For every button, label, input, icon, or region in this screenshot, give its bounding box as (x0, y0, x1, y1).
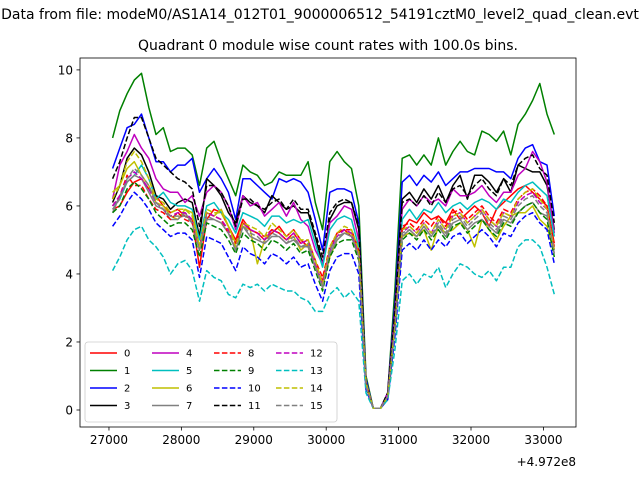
legend-label-5: 5 (186, 366, 192, 377)
legend-label-3: 3 (124, 401, 130, 412)
series-line-5 (112, 164, 556, 410)
legend-label-1: 1 (124, 366, 130, 377)
series-line-14 (111, 150, 556, 410)
x-axis: 27000 28000 29000 30000 31000 32000 33000 (90, 427, 563, 447)
series-line-13 (111, 225, 556, 410)
x-tick-label: 27000 (90, 433, 128, 447)
series-line-3 (111, 147, 556, 410)
y-tick-label: 10 (58, 63, 73, 77)
series-lines (111, 72, 556, 410)
axes-frame (79, 57, 577, 428)
series-line-12 (111, 171, 556, 410)
legend-label-14: 14 (310, 384, 323, 395)
series-line-1 (111, 72, 556, 410)
series-line-8 (111, 174, 556, 410)
x-tick-label: 33000 (524, 433, 562, 447)
legend-label-12: 12 (310, 349, 323, 360)
y-tick-label: 8 (65, 131, 73, 145)
legend-label-2: 2 (124, 384, 130, 395)
x-tick-label: 29000 (235, 433, 273, 447)
legend-frame (84, 341, 338, 423)
figure-suptitle: Data from file: modeM0/AS1A14_012T01_900… (1, 7, 639, 23)
y-axis: 0 2 4 6 8 10 (58, 63, 80, 417)
legend-label-9: 9 (248, 366, 254, 377)
series-line-4 (111, 133, 556, 410)
x-offset-label: +4.972e8 (517, 455, 576, 469)
legend-label-11: 11 (248, 401, 261, 412)
x-tick-label: 30000 (307, 433, 345, 447)
legend-label-7: 7 (186, 401, 192, 412)
legend-label-4: 4 (186, 349, 192, 360)
x-tick-label: 31000 (380, 433, 418, 447)
legend-label-15: 15 (310, 401, 323, 412)
x-tick-label: 28000 (162, 433, 200, 447)
legend-label-0: 0 (124, 349, 130, 360)
series-line-9 (112, 181, 556, 410)
y-tick-label: 6 (65, 199, 73, 213)
chart-title: Quadrant 0 module wise count rates with … (138, 38, 518, 54)
legend-label-13: 13 (310, 366, 323, 377)
y-tick-label: 4 (65, 267, 73, 281)
legend-label-10: 10 (248, 384, 261, 395)
series-line-15 (111, 167, 556, 410)
series-line-2 (111, 113, 556, 410)
y-tick-label: 2 (65, 335, 73, 349)
series-line-11 (111, 116, 556, 410)
x-tick-label: 32000 (452, 433, 490, 447)
legend-label-6: 6 (186, 384, 192, 395)
series-line-10 (111, 191, 556, 410)
legend-label-8: 8 (248, 349, 254, 360)
y-tick-label: 0 (65, 403, 73, 417)
